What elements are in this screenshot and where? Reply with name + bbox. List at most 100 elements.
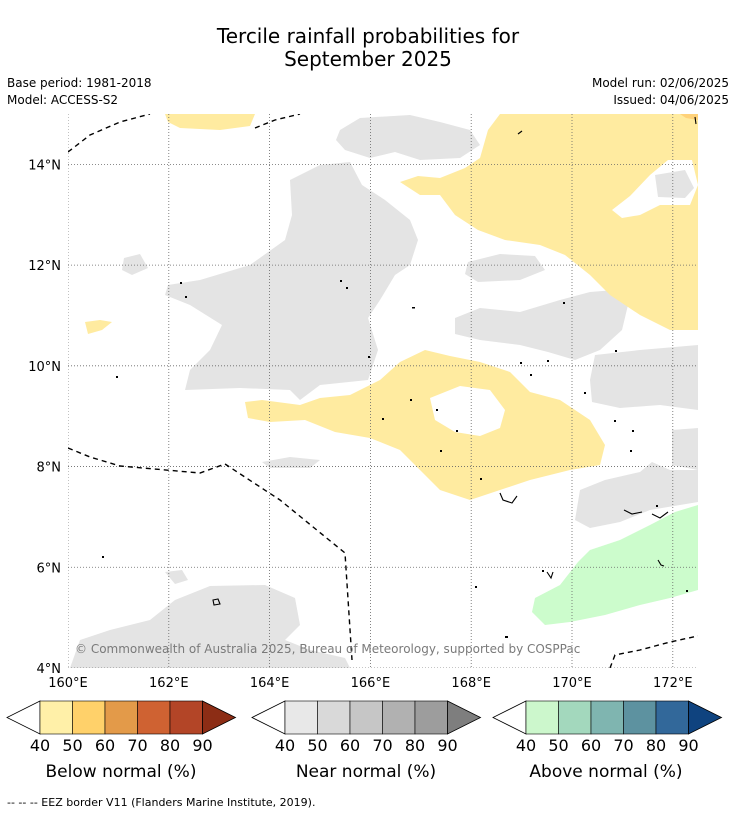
island-dot	[440, 450, 442, 452]
island-dot	[547, 360, 549, 362]
island-dot	[116, 376, 118, 378]
near-normal-region-south	[70, 585, 350, 668]
colorbar-near-tick-label: 40	[275, 736, 295, 755]
colorbar-below-tick-label: 40	[30, 736, 50, 755]
island-dot	[530, 374, 532, 376]
colorbar-above-tick-label: 50	[548, 736, 568, 755]
colorbar-below-tick-label: 80	[160, 736, 180, 755]
colorbar-above-low-extension	[492, 700, 527, 735]
island-dot	[412, 307, 415, 309]
near-normal-region-ne-inner	[655, 170, 694, 198]
latitude-tick-label: 12°N	[28, 259, 61, 274]
island-dot	[520, 362, 522, 364]
colorbar-near-segment	[284, 700, 318, 735]
base-period-text: Base period: 1981-2018	[7, 76, 152, 90]
colorbar-near-tick-label: 80	[405, 736, 425, 755]
longitude-tick-label: 168°E	[451, 676, 491, 691]
below-normal-50-spot	[680, 114, 698, 120]
colorbar-above-segment	[655, 700, 689, 735]
colorbar-below-tick-label: 50	[62, 736, 82, 755]
latitude-tick-label: 6°N	[37, 561, 62, 576]
island-dot	[480, 478, 482, 480]
eez-border-north	[68, 114, 151, 153]
colorbar-below-segment	[104, 700, 138, 735]
near-normal-region-east	[455, 290, 628, 360]
island-dot	[436, 409, 438, 411]
island-coast	[623, 509, 643, 515]
colorbar-label-above: Above normal (%)	[529, 762, 683, 782]
model-run-text: Model run: 02/06/2025	[591, 76, 729, 90]
colorbar-below-segment	[169, 700, 203, 735]
eez-border-north2	[254, 114, 301, 129]
near-normal-region-west	[165, 162, 418, 400]
island-dot	[584, 392, 586, 394]
island-dot	[542, 570, 544, 572]
island-dot	[656, 505, 658, 507]
colorbar-above-tick-label: 60	[581, 736, 601, 755]
colorbar-below-low-extension	[6, 700, 41, 735]
below-normal-region-north	[165, 114, 255, 130]
near-normal-region-islet	[122, 254, 148, 275]
below-normal-region-central	[245, 350, 605, 500]
island-coastlines	[212, 116, 697, 606]
latitude-tick-label: 10°N	[28, 360, 61, 375]
colorbar-below-tick-label: 90	[192, 736, 212, 755]
colorbar-above-segment	[623, 700, 657, 735]
island-dot	[615, 350, 617, 352]
near-normal-region-far-east-lower	[575, 428, 698, 528]
island-coast	[499, 492, 518, 504]
map-gridlines	[68, 114, 698, 668]
latitude-tick-label: 8°N	[37, 461, 62, 476]
near-normal-region-east-mid	[465, 254, 545, 282]
island-dot	[346, 287, 348, 289]
colorbar-above-segment	[558, 700, 592, 735]
colorbar-legends: 40 50 60 70 80 90 40 50 60 70 80 90 40 50 60 70 80 90	[6, 700, 723, 755]
below-normal-region-northeast	[400, 114, 698, 330]
colorbar-above-high-extension	[688, 700, 723, 735]
colorbar-near-low-extension	[251, 700, 286, 735]
near-normal-regions	[70, 115, 698, 668]
longitude-tick-label: 164°E	[250, 676, 290, 691]
island-dot	[630, 450, 632, 452]
island-dot	[340, 280, 342, 282]
colorbar-label-near: Near normal (%)	[295, 762, 437, 782]
near-normal-region-band	[262, 457, 320, 468]
island-dot	[185, 296, 187, 298]
colorbar-above-segment	[525, 700, 559, 735]
eez-footnote: -- -- -- EEZ border V11 (Flanders Marine…	[7, 796, 316, 809]
island-coast	[517, 130, 523, 135]
model-text: Model: ACCESS-S2	[7, 93, 119, 107]
latitude-tick-label: 14°N	[28, 158, 61, 173]
below-normal-regions	[85, 114, 698, 500]
below-normal-region-small-west	[85, 320, 112, 334]
island-dot	[505, 636, 508, 638]
island-dot	[632, 430, 634, 432]
island-dot	[475, 586, 477, 588]
longitude-tick-label: 172°E	[653, 676, 693, 691]
eez-borders	[68, 114, 698, 668]
island-dot	[180, 282, 182, 284]
colorbar-below-tick-label: 60	[95, 736, 115, 755]
island-dot	[102, 556, 104, 558]
colorbar-near-tick-label: 50	[307, 736, 327, 755]
issued-text: Issued: 04/06/2025	[613, 93, 729, 107]
probability-shading	[68, 114, 698, 668]
below-normal-hole	[430, 386, 505, 436]
colorbar-above-tick-label: 40	[516, 736, 536, 755]
colorbar-below-tick-label: 70	[127, 736, 147, 755]
island-coast	[651, 511, 669, 519]
island-coast	[546, 571, 554, 580]
colorbar-near-segment	[414, 700, 448, 735]
colorbar-above-tick-label: 80	[646, 736, 666, 755]
colorbar-near-high-extension	[447, 700, 482, 735]
near-normal-region-small-south	[165, 570, 188, 584]
colorbar-above-tick-label: 70	[613, 736, 633, 755]
longitude-tick-labels: 160°E 162°E 164°E 166°E 168°E 170°E 172°E	[48, 676, 692, 691]
latitude-tick-label: 4°N	[37, 662, 62, 677]
copyright-text: © Commonwealth of Australia 2025, Bureau…	[75, 642, 580, 656]
rainfall-probability-map: © Commonwealth of Australia 2025, Bureau…	[6, 114, 723, 755]
island-coast	[657, 559, 665, 567]
near-normal-region-northcentral	[336, 115, 480, 160]
island-dot	[563, 302, 565, 304]
colorbar-near-segment	[317, 700, 351, 735]
